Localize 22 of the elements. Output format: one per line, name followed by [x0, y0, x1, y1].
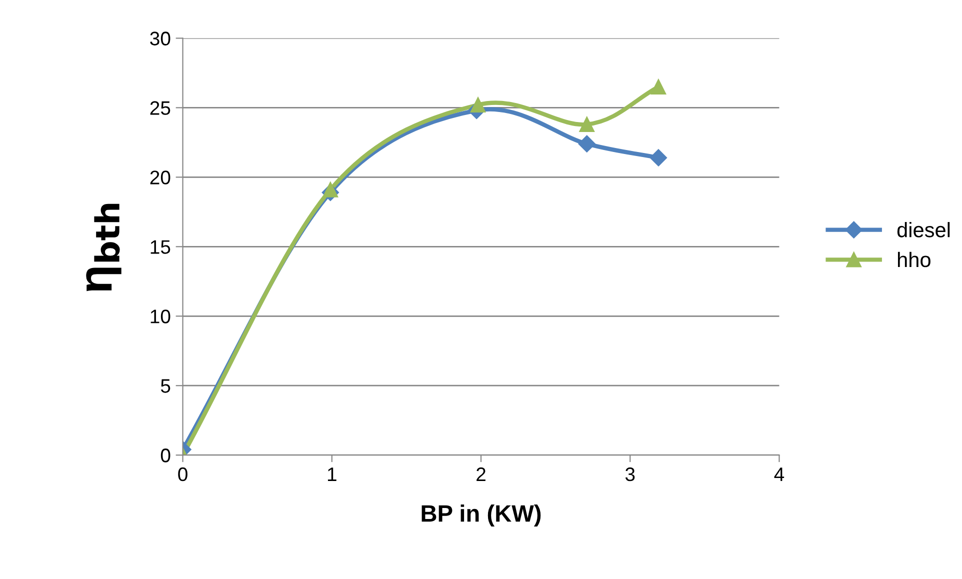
- y-tick-label: 15: [150, 240, 170, 254]
- y-tick-label: 25: [150, 101, 170, 115]
- y-axis-title: η$_{bth}$: [86, 204, 122, 292]
- x-tick-label: 1: [328, 468, 336, 481]
- point: [650, 79, 666, 94]
- legend-label: hho: [898, 252, 930, 268]
- x-tick-label: 4: [774, 468, 784, 481]
- point: [578, 135, 596, 152]
- point: [579, 116, 595, 132]
- y-tick-label: 30: [150, 32, 170, 46]
- y-tick-label: 5: [160, 379, 170, 393]
- point: [650, 149, 667, 166]
- x-tick-label: 0: [178, 467, 188, 482]
- y-tick-label: 0: [160, 448, 170, 462]
- y-tick-label: 10: [150, 310, 170, 324]
- point: [470, 97, 486, 113]
- legend-label: diesel: [897, 222, 950, 238]
- x-tick-label: 3: [625, 467, 635, 482]
- y-tick-label: 20: [150, 170, 170, 184]
- x-tick-label: 2: [476, 467, 486, 481]
- point: [322, 182, 338, 198]
- x-axis-title: BP in (KW): [422, 504, 541, 526]
